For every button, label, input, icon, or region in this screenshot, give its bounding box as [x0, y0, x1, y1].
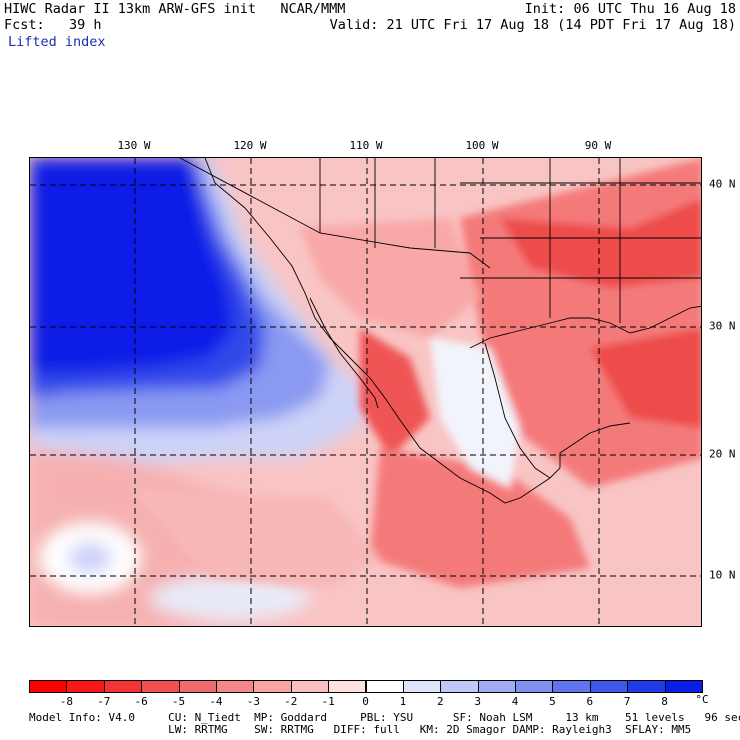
- coastlines: [179, 158, 701, 504]
- lat-lon-grid: [30, 158, 701, 626]
- colorbar-tick-label: 4: [511, 695, 519, 708]
- colorbar-tick-label: 5: [549, 695, 556, 708]
- colorbar-swatch: [515, 680, 554, 693]
- colorbar-swatch: [627, 680, 666, 693]
- colorbar-swatch: [552, 680, 591, 693]
- colorbar-swatch: [66, 680, 105, 693]
- lon-label-90w: 90 W: [584, 139, 612, 152]
- colorbar-unit: °C: [695, 693, 709, 706]
- lat-label-30n: 30 N: [709, 319, 736, 333]
- colorbar-swatch: [215, 680, 255, 693]
- colorbar-tick-label: -3: [246, 695, 260, 708]
- init-time: Init: 06 UTC Thu 16 Aug 18: [524, 1, 736, 17]
- model-title: HIWC Radar II 13km ARW-GFS init NCAR/MMM: [4, 1, 346, 17]
- colorbar-tick-label: -6: [134, 695, 148, 708]
- colorbar-swatch: [477, 680, 517, 693]
- colorbar-swatch: [141, 680, 180, 693]
- colorbar-swatch: [589, 680, 629, 693]
- colorbar-tick-label: 2: [436, 695, 444, 708]
- forecast-hour: Fcst: 39 h: [4, 17, 102, 33]
- colorbar-swatch: [29, 680, 68, 693]
- colorbar-tick-label: 8: [661, 695, 668, 708]
- colorbar-swatch: [290, 680, 330, 693]
- colorbar-tick-label: 6: [586, 695, 594, 708]
- colorbar-tick-label: -2: [284, 695, 298, 708]
- colorbar-tick-label: -4: [209, 695, 223, 708]
- lat-label-10n: 10 N: [709, 568, 736, 582]
- colorbar-swatch: [178, 680, 217, 693]
- model-info-line1: Model Info: V4.0 CU: N_Tiedt MP: Goddard…: [29, 711, 740, 724]
- lon-label-120w: 120 W: [233, 139, 267, 152]
- colorbar-tick-label: -1: [321, 695, 335, 708]
- lon-label-130w: 130 W: [117, 139, 151, 152]
- field-name: Lifted index: [8, 34, 106, 50]
- colorbar-tick-label: 3: [474, 695, 481, 708]
- colorbar-tick-label: -7: [97, 695, 111, 708]
- colorbar-swatch: [365, 680, 404, 693]
- lat-label-40n: 40 N: [709, 177, 736, 191]
- colorbar-swatch: [664, 680, 703, 693]
- colorbar-tick-label: 0: [362, 695, 369, 708]
- lon-label-110w: 110 W: [349, 139, 383, 152]
- colorbar-swatch: [328, 680, 367, 693]
- lifted-index-map: [29, 157, 702, 627]
- lat-label-20n: 20 N: [709, 447, 736, 461]
- lon-label-100w: 100 W: [465, 139, 499, 152]
- colorbar-tick-label: -5: [171, 695, 186, 708]
- colorbar-tick-label: 7: [623, 695, 631, 708]
- valid-time: Valid: 21 UTC Fri 17 Aug 18 (14 PDT Fri …: [329, 17, 736, 33]
- field-negative-region: [130, 158, 701, 588]
- model-info-line2: LW: RRTMG SW: RRTMG DIFF: full KM: 2D Sm…: [29, 723, 692, 736]
- colorbar-tick-label: 1: [399, 695, 407, 708]
- colorbar-swatch: [440, 680, 479, 693]
- colorbar-swatch: [253, 680, 292, 693]
- colorbar-swatch: [103, 680, 143, 693]
- colorbar-tick-label: -8: [59, 695, 73, 708]
- colorbar-swatch: [402, 680, 442, 693]
